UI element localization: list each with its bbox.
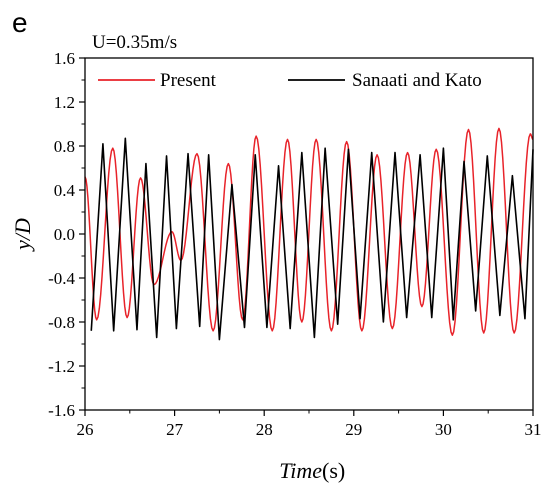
x-axis-unit: (s)	[322, 458, 345, 483]
y-tick-label: -1.2	[48, 357, 75, 376]
ticks-layer: 26 27 28 29 30 31 -1.6 -1.2 -0.8 -0.4 0.0 0.4 0.8 1.2…	[48, 49, 541, 439]
y-tick-label: -0.4	[48, 269, 75, 288]
y-tick-label: -1.6	[48, 401, 75, 420]
y-axis-title: y/D	[10, 218, 35, 252]
series-line-sanaati-kato	[90, 137, 534, 341]
x-axis-title: Time	[279, 458, 322, 483]
x-tick-label: 31	[525, 420, 542, 439]
y-tick-label: -0.8	[48, 313, 75, 332]
x-tick-label: 27	[166, 420, 184, 439]
y-tick-label: 0.4	[54, 181, 76, 200]
x-tick-label: 28	[256, 420, 273, 439]
x-tick-label: 29	[345, 420, 362, 439]
legend-label-present: Present	[160, 70, 217, 91]
y-tick-label: 0.0	[54, 225, 75, 244]
legend: Present Sanaati and Kato	[98, 70, 482, 91]
velocity-annotation: U=0.35m/s	[92, 32, 177, 53]
y-tick-label: 1.2	[54, 93, 75, 112]
y-tick-label: 0.8	[54, 137, 75, 156]
series-line-present	[84, 127, 534, 336]
panel-label: e	[12, 7, 28, 38]
x-tick-label: 30	[435, 420, 452, 439]
x-tick-label: 26	[77, 420, 94, 439]
legend-label-sanaati-kato: Sanaati and Kato	[352, 70, 482, 91]
curves-layer	[84, 127, 534, 341]
y-tick-label: 1.6	[54, 49, 75, 68]
